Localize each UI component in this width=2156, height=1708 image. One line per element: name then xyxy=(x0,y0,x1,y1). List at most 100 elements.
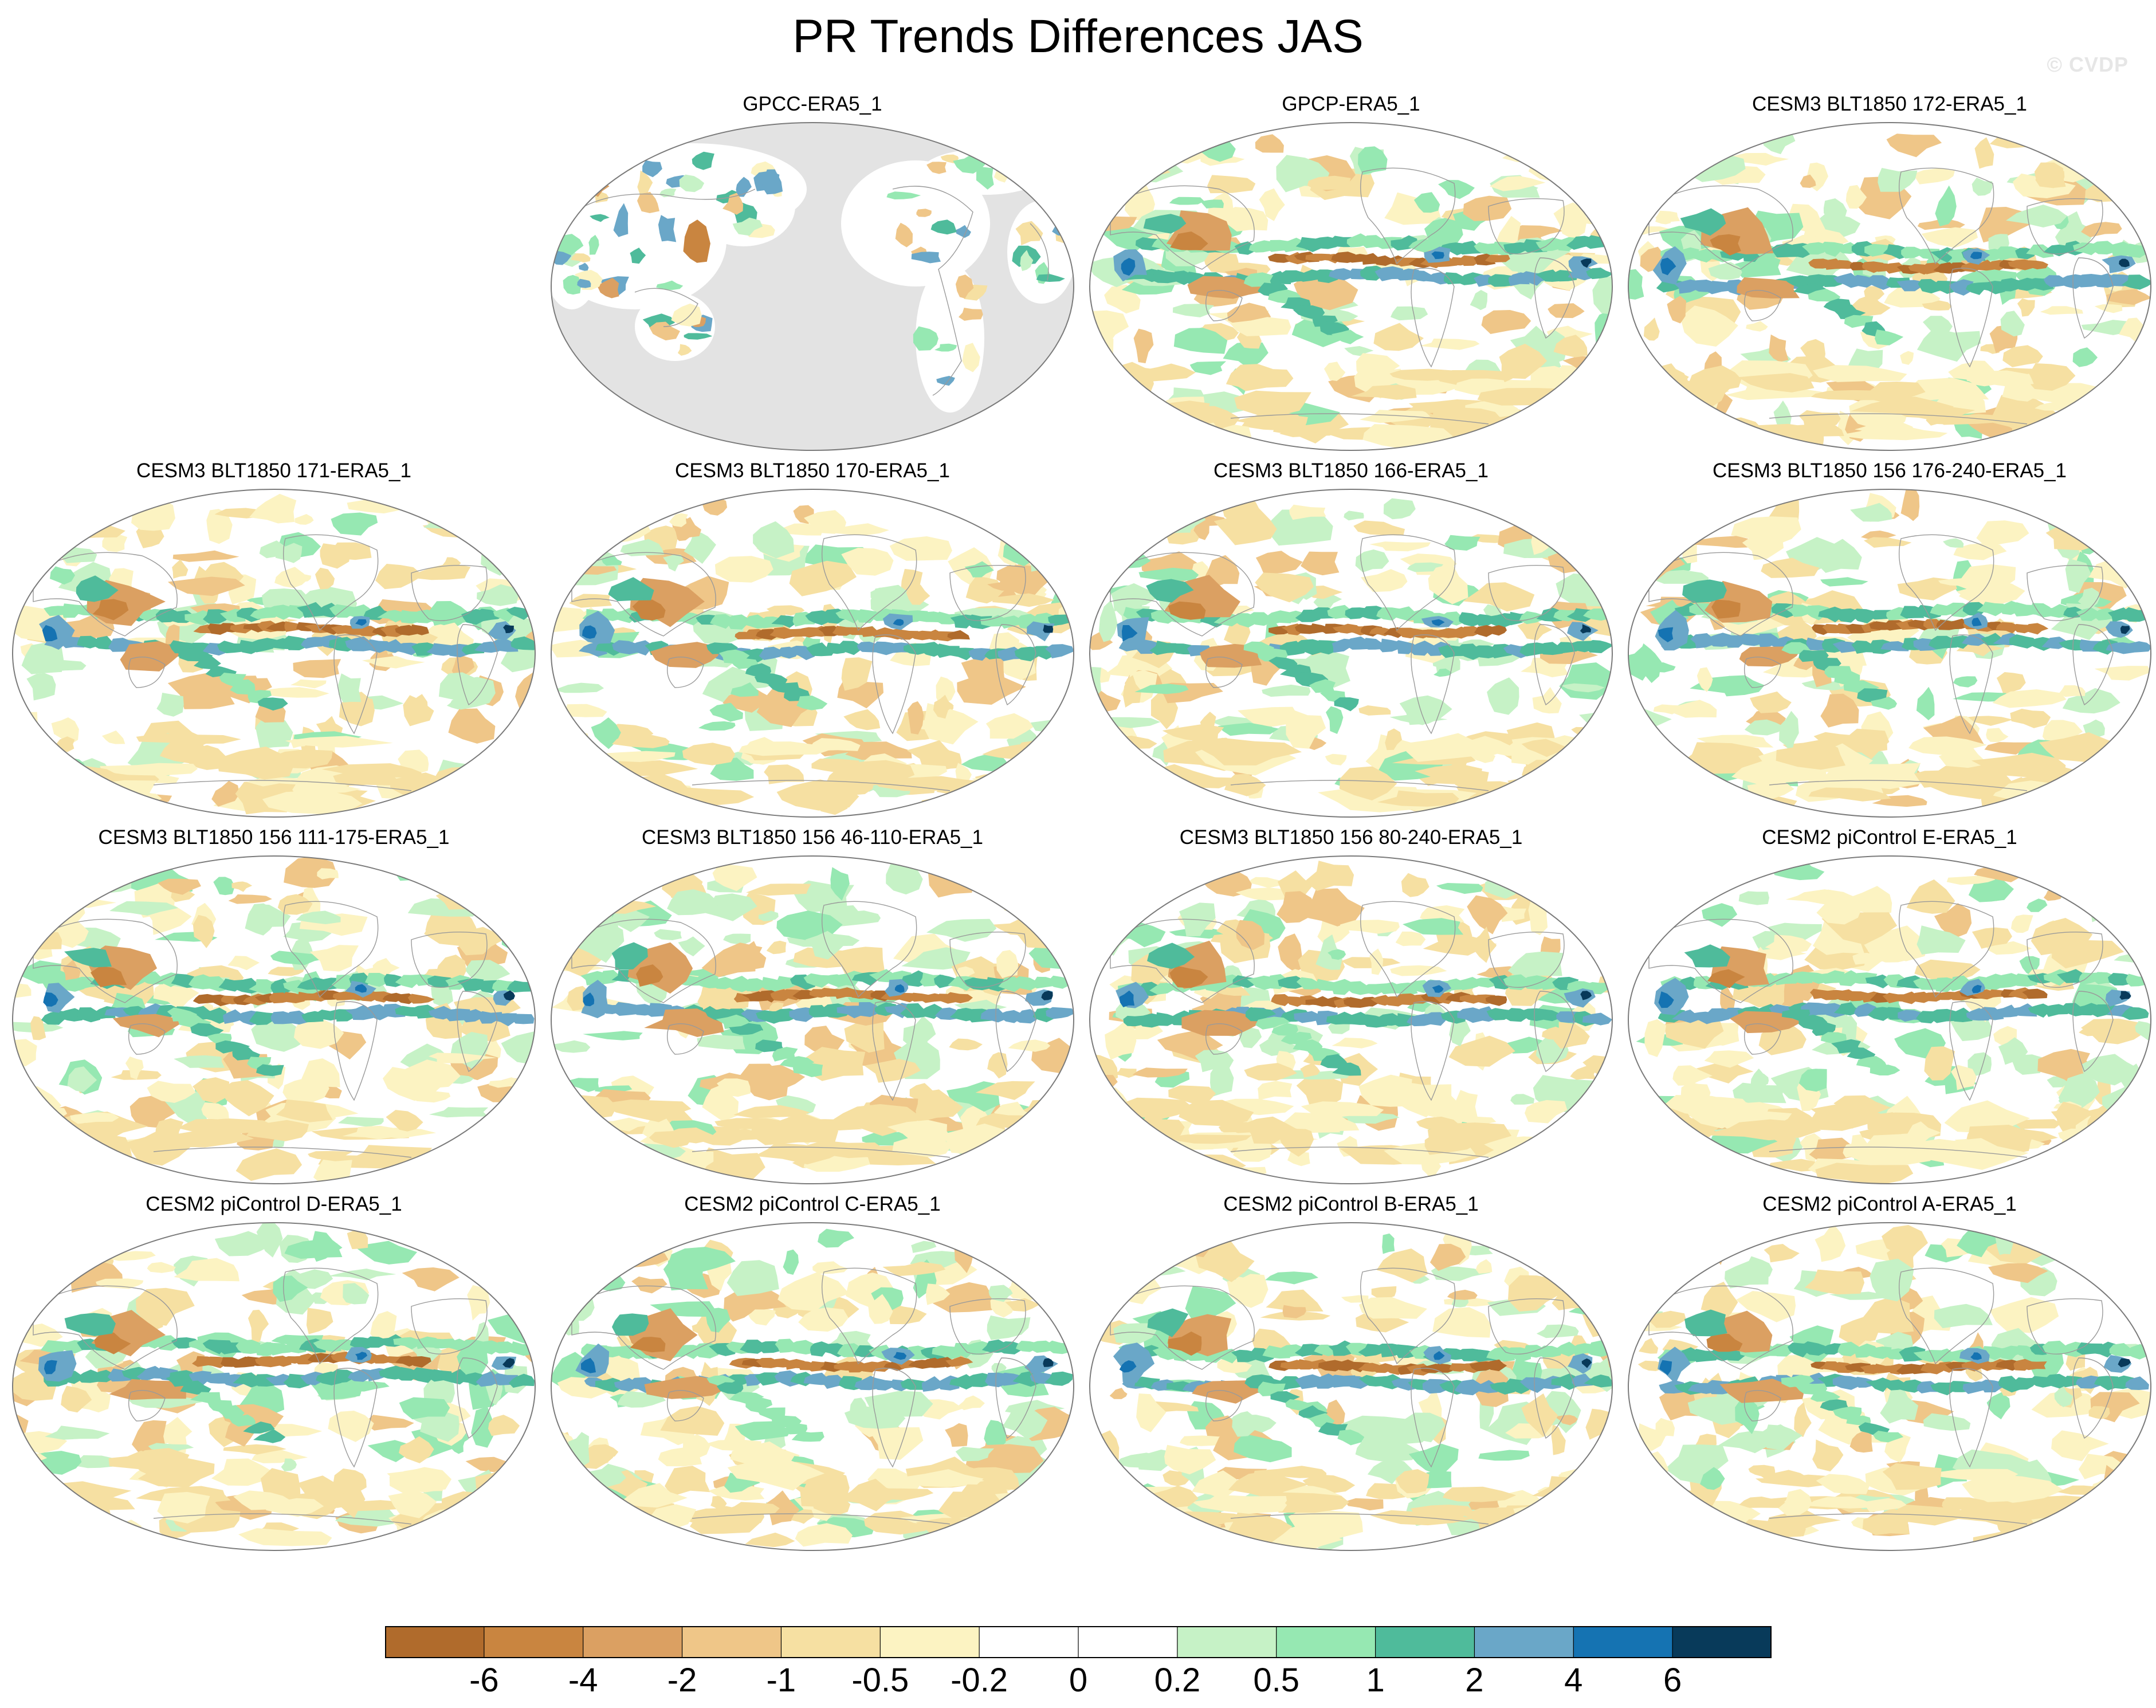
precip-anomaly xyxy=(1247,975,1275,990)
precip-anomaly xyxy=(211,780,239,807)
precip-anomaly xyxy=(2014,1119,2061,1129)
precip-anomaly xyxy=(1403,918,1464,935)
coastline xyxy=(1411,634,1455,735)
precip-anomaly xyxy=(551,1270,573,1307)
precip-anomaly xyxy=(1849,1431,1873,1453)
precip-anomaly xyxy=(959,308,983,321)
precip-anomaly xyxy=(1938,578,1989,586)
coastline xyxy=(411,564,488,622)
precip-anomaly xyxy=(1113,1323,1157,1345)
precip-anomaly xyxy=(217,1374,246,1388)
coastline xyxy=(1949,634,1993,735)
precip-anomaly xyxy=(1847,728,1890,760)
precip-anomaly xyxy=(402,1267,460,1291)
precip-anomaly xyxy=(2086,1111,2128,1144)
precip-anomaly xyxy=(1023,891,1044,913)
precip-anomaly xyxy=(2060,144,2104,157)
precip-anomaly xyxy=(1735,1397,1760,1434)
precip-anomaly xyxy=(964,1514,1043,1535)
precip-anomaly xyxy=(1739,1497,1785,1508)
precip-anomaly xyxy=(1169,965,1208,988)
precip-anomaly xyxy=(1234,1434,1292,1463)
precip-anomaly xyxy=(1143,363,1196,382)
precip-anomaly xyxy=(217,641,244,654)
precip-anomaly xyxy=(464,1526,535,1546)
precip-anomaly xyxy=(1220,207,1269,232)
precip-anomaly xyxy=(895,222,913,248)
precip-anomaly xyxy=(94,1332,131,1354)
precip-anomaly xyxy=(328,1411,374,1442)
precip-anomaly xyxy=(1436,883,1483,894)
precip-anomaly xyxy=(1090,168,1128,190)
precip-anomaly xyxy=(864,1391,933,1417)
precip-anomaly xyxy=(1395,1469,1430,1494)
precip-anomaly xyxy=(607,1155,660,1175)
precip-anomaly xyxy=(201,1102,229,1120)
precip-anomaly xyxy=(815,731,882,744)
precip-anomaly xyxy=(81,1530,132,1550)
precip-anomaly xyxy=(2108,777,2131,808)
precip-anomaly xyxy=(129,1095,179,1128)
precip-anomaly xyxy=(461,764,532,784)
precip-anomaly xyxy=(2088,1406,2110,1419)
precip-anomaly xyxy=(283,921,332,943)
precip-anomaly xyxy=(1648,778,1706,794)
precip-anomaly xyxy=(656,280,684,290)
precip-anomaly xyxy=(1116,394,1138,421)
panel-title: CESM2 piControl D-ERA5_1 xyxy=(146,1193,402,1215)
precip-anomaly xyxy=(1408,239,1434,253)
precip-anomaly xyxy=(1943,538,1964,548)
precip-anomaly xyxy=(551,1138,591,1153)
coastline xyxy=(1230,1146,1489,1158)
precip-anomaly xyxy=(1031,790,1051,804)
precip-anomaly xyxy=(1946,1007,1973,1022)
precip-anomaly xyxy=(591,717,621,749)
map-outline xyxy=(1628,1222,2151,1551)
precip-anomaly xyxy=(1214,506,1277,545)
precip-anomaly xyxy=(521,1318,535,1333)
precip-anomaly xyxy=(1687,1396,1749,1425)
precip-anomaly xyxy=(804,510,846,534)
precip-anomaly xyxy=(1807,1496,1872,1509)
precip-anomaly xyxy=(1956,587,1994,599)
precip-anomaly xyxy=(1865,974,1891,988)
precip-anomaly xyxy=(551,1138,585,1152)
precip-anomaly xyxy=(470,777,535,802)
precip-anomaly xyxy=(1653,704,1682,714)
precip-anomaly xyxy=(1058,1075,1074,1091)
precip-anomaly xyxy=(1477,388,1585,406)
map-outline xyxy=(1628,489,2151,818)
precip-anomaly xyxy=(2106,289,2151,305)
precip-anomaly xyxy=(1972,927,2012,949)
precip-anomaly xyxy=(1187,276,1278,299)
precip-anomaly xyxy=(1682,579,1727,603)
precip-anomaly xyxy=(30,1016,46,1040)
precip-anomaly xyxy=(1962,602,1987,617)
coastline xyxy=(872,1368,916,1468)
precip-anomaly xyxy=(1487,613,1515,627)
coastline xyxy=(1949,1368,1993,1468)
colorbar-tick-label: -6 xyxy=(469,1662,499,1699)
precip-anomaly xyxy=(1858,1296,1914,1334)
map-outline xyxy=(551,1222,1074,1551)
precip-anomaly xyxy=(1688,365,1742,391)
coastline xyxy=(1769,1146,2028,1158)
precip-anomaly xyxy=(435,767,510,783)
precip-anomaly xyxy=(282,1341,307,1353)
precip-anomaly xyxy=(1212,981,1251,996)
precip-anomaly xyxy=(507,1123,534,1143)
precip-anomaly xyxy=(577,278,591,288)
precip-anomaly xyxy=(270,951,331,965)
precip-anomaly xyxy=(223,1009,245,1024)
precip-anomaly xyxy=(733,1105,810,1118)
precip-anomaly xyxy=(1561,683,1605,693)
precip-anomaly xyxy=(1989,1297,2059,1333)
coastline xyxy=(2072,1357,2114,1439)
precip-anomaly xyxy=(13,1324,22,1338)
precip-anomaly xyxy=(1820,241,1845,257)
precip-anomaly xyxy=(138,1458,215,1488)
coastline xyxy=(1411,1001,1455,1101)
precip-anomaly xyxy=(1231,1349,1256,1363)
precip-anomaly xyxy=(955,1447,995,1462)
precip-anomaly xyxy=(1485,254,1510,263)
